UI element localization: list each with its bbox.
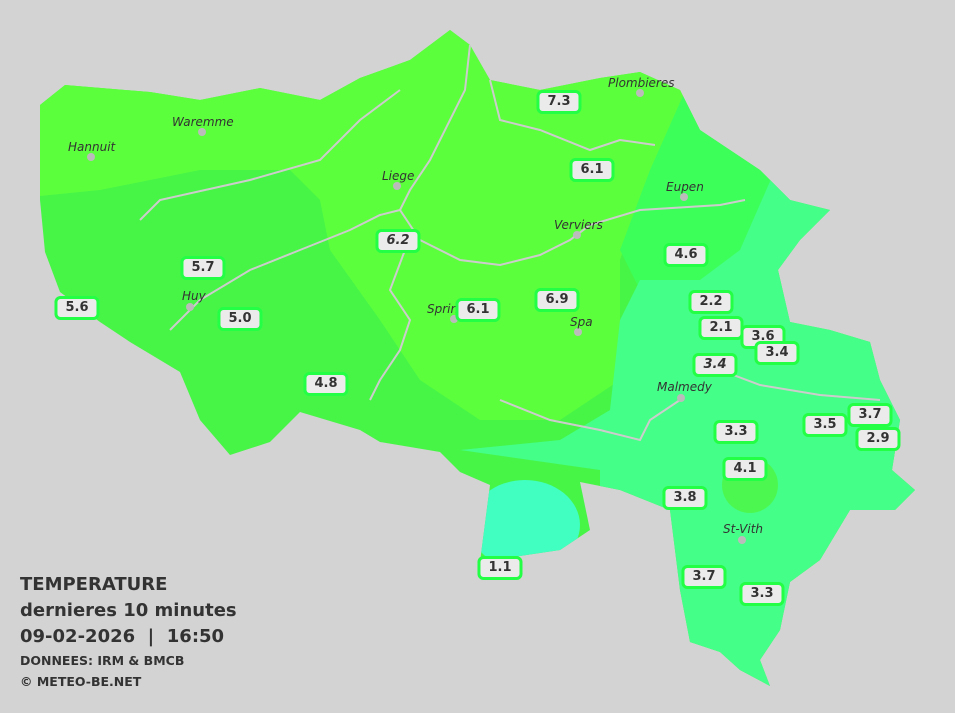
river-amblève	[499, 399, 681, 442]
city-dot	[198, 128, 206, 136]
station-value: 2.1	[698, 316, 744, 340]
station-value: 3.8	[662, 486, 708, 510]
city-dot	[680, 193, 688, 201]
city-label: Sprin	[427, 302, 459, 316]
rivers	[139, 44, 881, 442]
city-label: Eupen	[666, 180, 704, 194]
legend-source: DONNEES: IRM & BMCB	[20, 653, 185, 668]
city-dot	[573, 231, 581, 239]
zone-cold	[470, 480, 580, 570]
station-value: 6.9	[534, 288, 580, 312]
river-geer	[139, 89, 401, 221]
station-value: 5.7	[180, 256, 226, 280]
station-value: 4.8	[303, 372, 349, 396]
city-label: Huy	[182, 289, 206, 303]
map-legend: TEMPERATURE dernieres 10 minutes 09-02-2…	[20, 572, 237, 692]
city-dot	[87, 153, 95, 161]
legend-datetime: 09-02-2026 | 16:50	[20, 626, 225, 647]
station-value: 6.2	[375, 229, 421, 253]
station-value: 3.3	[713, 420, 759, 444]
station-value: 2.2	[688, 290, 734, 314]
city-dot	[677, 394, 685, 402]
station-value: 5.0	[217, 307, 263, 331]
station-value: 3.5	[802, 413, 848, 437]
city-dot	[574, 328, 582, 336]
river-ourthe	[369, 249, 412, 401]
legend-copyright: © METEO-BE.NET	[20, 674, 142, 689]
legend-title: TEMPERATURE	[20, 574, 168, 595]
city-label: Hannuit	[68, 140, 116, 154]
city-label: Malmedy	[657, 380, 712, 394]
river-vesdre	[399, 199, 746, 267]
legend-subtitle: dernieres 10 minutes	[20, 600, 237, 621]
city-dot	[636, 89, 644, 97]
station-value: 4.1	[722, 457, 768, 481]
river-meuse	[169, 44, 471, 331]
station-value: 6.1	[569, 158, 615, 182]
station-value: 6.1	[455, 298, 501, 322]
city-label: Spa	[570, 315, 593, 329]
city-label: Plombieres	[608, 76, 675, 90]
station-value: 3.7	[847, 403, 893, 427]
city-label: Verviers	[554, 218, 603, 232]
station-value: 3.4	[754, 341, 800, 365]
station-value: 2.9	[855, 427, 901, 451]
station-value: 3.4	[692, 353, 738, 377]
station-value: 5.6	[54, 296, 100, 320]
city-label: Waremme	[172, 115, 234, 129]
city-dot	[393, 182, 401, 190]
station-value: 3.3	[739, 582, 785, 606]
city-label: Liege	[382, 169, 415, 183]
city-dot	[738, 536, 746, 544]
river-north	[489, 79, 656, 152]
city-dot	[450, 315, 458, 323]
city-dot	[186, 303, 194, 311]
station-value: 1.1	[477, 556, 523, 580]
station-value: 4.6	[663, 243, 709, 267]
station-value: 7.3	[536, 90, 582, 114]
city-label: St-Vith	[723, 522, 764, 536]
station-value: 3.7	[681, 565, 727, 589]
river-amel	[719, 369, 881, 401]
